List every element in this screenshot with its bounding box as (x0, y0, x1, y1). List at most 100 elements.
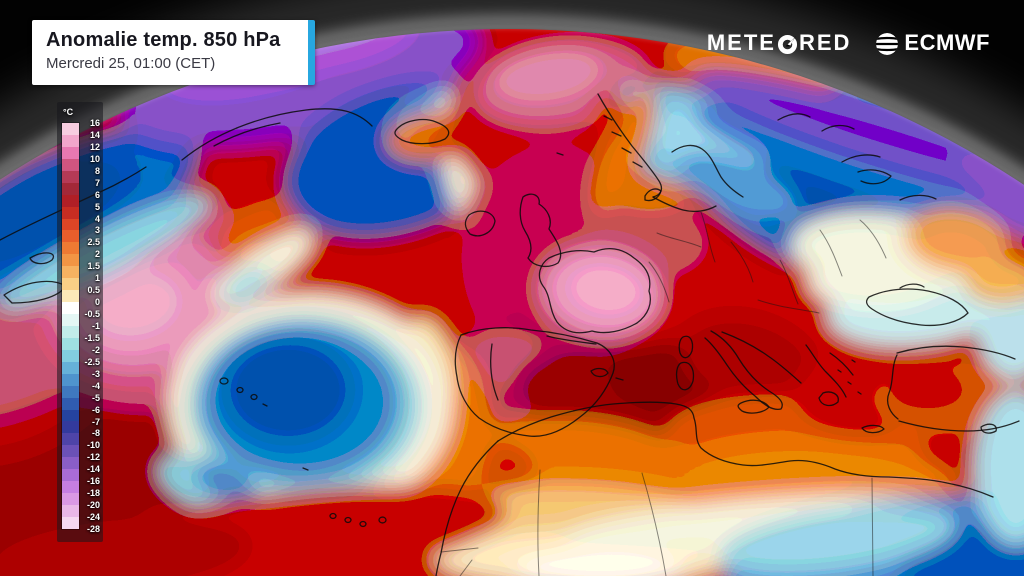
globe-limb-rim (0, 27, 1024, 186)
coastline (886, 354, 899, 420)
scale-cell (62, 170, 79, 183)
coastline (590, 367, 609, 378)
scale-cell (62, 385, 79, 398)
country-border (641, 472, 667, 576)
scale-cell (62, 266, 79, 279)
scale-label: 7 (94, 177, 100, 188)
scale-cell (62, 242, 79, 255)
country-borders (440, 211, 887, 576)
anomaly-region (566, 261, 646, 319)
coastline (213, 122, 281, 147)
scale-label: 14 (89, 129, 100, 140)
coastline (737, 399, 770, 414)
scale-label: -1 (91, 321, 100, 331)
timestamp: Mercredi 25, 01:00 (CET) (46, 55, 216, 72)
scale-label: -0.5 (84, 309, 100, 320)
ecmwf-wordmark: ECMWF (904, 30, 990, 55)
anomaly-region (0, 194, 213, 310)
meteored-logo: METE RED (707, 30, 852, 56)
country-border (648, 261, 670, 303)
scale-label: -2 (91, 344, 100, 355)
anomaly-region (493, 48, 603, 102)
coastline (671, 144, 744, 198)
coastline (219, 377, 268, 407)
scale-cell (62, 182, 79, 195)
scale-cell (62, 457, 79, 470)
coastline (675, 361, 695, 391)
country-border (757, 299, 820, 314)
scale-cell (62, 493, 79, 505)
branding-bar: METE RED (707, 30, 990, 56)
scale-label: 1.5 (87, 261, 100, 272)
meteored-wordmark-post: RED (798, 30, 852, 55)
coastline (704, 330, 783, 410)
coastline (556, 152, 564, 156)
scale-label: 5 (94, 201, 100, 212)
color-scale-bar (62, 123, 79, 529)
scale-cell (62, 409, 79, 422)
scale-label: -3 (91, 368, 100, 379)
country-border (700, 211, 716, 263)
scale-cell (62, 505, 79, 517)
scale-label: -16 (86, 476, 100, 487)
country-border (730, 241, 754, 283)
scale-label: -1.5 (84, 332, 100, 343)
coastline (435, 440, 499, 576)
coastline (644, 188, 662, 202)
ecmwf-logo: ECMWF (875, 30, 990, 56)
coastline (899, 194, 937, 201)
coastline (829, 352, 854, 376)
scale-cell (62, 325, 79, 338)
coastline (615, 377, 624, 381)
scale-cell (62, 516, 79, 529)
anomaly-region (515, 552, 685, 576)
anomaly-region (902, 520, 1024, 576)
scale-cell (62, 254, 79, 267)
scale-label: 2 (94, 249, 100, 260)
scale-label: -2.5 (84, 356, 100, 367)
coastline (678, 335, 694, 359)
page-title: Anomalie temp. 850 hPa (46, 29, 281, 51)
coastline (302, 467, 309, 471)
scale-cell (62, 361, 79, 374)
country-border (819, 229, 843, 277)
scale-cell (62, 302, 79, 314)
scale-label: 16 (89, 118, 100, 128)
scale-cell (62, 373, 79, 386)
anomaly-region (719, 505, 957, 576)
country-border (537, 469, 541, 576)
scale-cell (62, 349, 79, 362)
anomaly-region (224, 267, 270, 305)
coastline (454, 327, 615, 437)
anomaly-region (0, 518, 250, 576)
scale-label: -5 (91, 392, 100, 403)
coastline (29, 252, 54, 265)
scale-label: 0.5 (87, 285, 100, 296)
scale-unit-label: °C (63, 107, 74, 117)
scale-cell (62, 218, 79, 231)
scale-label: 1 (94, 273, 100, 284)
scale-label: 0 (94, 297, 100, 308)
coastline (181, 108, 373, 161)
coastline (329, 512, 387, 528)
coastline (896, 345, 1016, 360)
scale-label: -4 (91, 380, 100, 391)
scale-cell (62, 206, 79, 219)
scale-label: -14 (86, 464, 100, 475)
scale-cell (62, 397, 79, 410)
scale-cell (62, 337, 79, 350)
anomaly-region (193, 461, 255, 501)
coastline (603, 115, 643, 168)
scale-label: 8 (94, 165, 100, 176)
meteored-o-icon (777, 34, 798, 55)
country-border (656, 232, 702, 248)
coastline (490, 343, 499, 401)
anomaly-region (80, 262, 190, 348)
coastline (865, 288, 969, 327)
coastline (898, 420, 1020, 432)
scale-label: -6 (91, 404, 100, 415)
scale-cell (62, 158, 79, 171)
coastline (721, 331, 802, 384)
